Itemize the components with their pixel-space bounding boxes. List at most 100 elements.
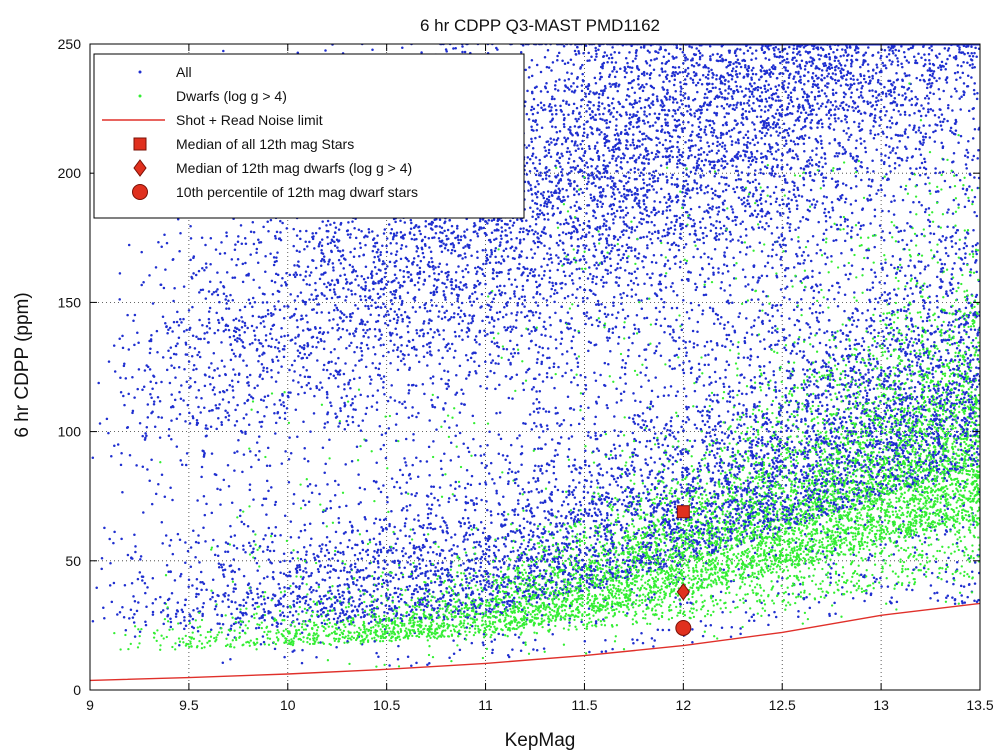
all-scatter-point [397,587,400,590]
all-scatter-point [343,598,346,601]
all-scatter-point [788,370,791,373]
all-scatter-point [130,556,133,559]
all-scatter-point [829,216,832,219]
all-scatter-point [396,349,399,352]
all-scatter-point [468,587,471,590]
all-scatter-point [732,211,735,214]
all-scatter-point [389,261,392,264]
all-scatter-point [168,435,171,438]
all-scatter-point [918,201,921,204]
all-scatter-point [751,333,754,336]
all-scatter-point [288,458,291,461]
all-scatter-point [334,293,337,296]
all-scatter-point [795,71,798,74]
all-scatter-point [809,121,812,124]
all-scatter-point [705,235,708,238]
all-scatter-point [823,232,826,235]
all-scatter-point [148,480,151,483]
all-scatter-point [264,602,267,605]
all-scatter-point [529,158,532,161]
all-scatter-point [135,464,138,467]
all-scatter-point [694,283,697,286]
all-scatter-point [560,331,563,334]
all-scatter-point [648,549,651,552]
all-scatter-point [752,613,755,616]
all-scatter-point [782,189,785,192]
all-scatter-point [558,263,561,266]
all-scatter-point [931,572,934,575]
all-scatter-point [288,481,291,484]
all-scatter-point [231,502,234,505]
all-scatter-point [556,530,559,533]
all-scatter-point [706,153,709,156]
all-scatter-point [339,615,342,618]
all-scatter-point [712,87,715,90]
all-scatter-point [958,97,961,100]
all-scatter-point [667,325,670,328]
all-scatter-point [823,332,826,335]
all-scatter-point [646,196,649,199]
all-scatter-point [357,424,360,427]
all-scatter-point [773,478,776,481]
all-scatter-point [720,287,723,290]
all-scatter-point [753,467,756,470]
all-scatter-point [376,242,379,245]
all-scatter-point [905,310,908,313]
all-scatter-point [699,221,702,224]
all-scatter-point [555,347,558,350]
all-scatter-point [228,414,231,417]
all-scatter-point [732,257,735,260]
all-scatter-point [750,59,753,62]
all-scatter-point [533,108,536,111]
all-scatter-point [638,355,641,358]
all-scatter-point [843,108,846,111]
all-scatter-point [321,220,324,223]
all-scatter-point [406,344,409,347]
all-scatter-point [347,546,350,549]
all-scatter-point [890,116,893,119]
all-scatter-point [423,592,426,595]
all-scatter-point [854,167,857,170]
all-scatter-point [755,49,758,52]
all-scatter-point [311,308,314,311]
all-scatter-point [789,223,792,226]
all-scatter-point [542,430,545,433]
all-scatter-point [972,358,975,361]
all-scatter-point [228,485,231,488]
all-scatter-point [304,303,307,306]
all-scatter-point [747,356,750,359]
all-scatter-point [266,301,269,304]
all-scatter-point [468,451,471,454]
all-scatter-point [464,575,467,578]
all-scatter-point [884,114,887,117]
all-scatter-point [744,153,747,156]
all-scatter-point [191,584,194,587]
all-scatter-point [471,304,474,307]
all-scatter-point [393,560,396,563]
all-scatter-point [198,291,201,294]
all-scatter-point [314,289,317,292]
all-scatter-point [667,228,670,231]
all-scatter-point [465,554,468,557]
all-scatter-point [123,365,126,368]
all-scatter-point [574,50,577,53]
all-scatter-point [466,538,469,541]
all-scatter-point [669,140,672,143]
all-scatter-point [615,388,618,391]
all-scatter-point [233,353,236,356]
all-scatter-point [419,460,422,463]
all-scatter-point [755,186,758,189]
all-scatter-point [684,195,687,198]
all-scatter-point [363,278,366,281]
all-scatter-point [879,116,882,119]
all-scatter-point [353,351,356,354]
all-scatter-point [839,445,842,448]
all-scatter-point [821,74,824,77]
all-scatter-point [401,300,404,303]
all-scatter-point [721,344,724,347]
all-scatter-point [387,573,390,576]
all-scatter-point [590,481,593,484]
all-scatter-point [616,558,619,561]
all-scatter-point [507,480,510,483]
all-scatter-point [668,52,671,55]
